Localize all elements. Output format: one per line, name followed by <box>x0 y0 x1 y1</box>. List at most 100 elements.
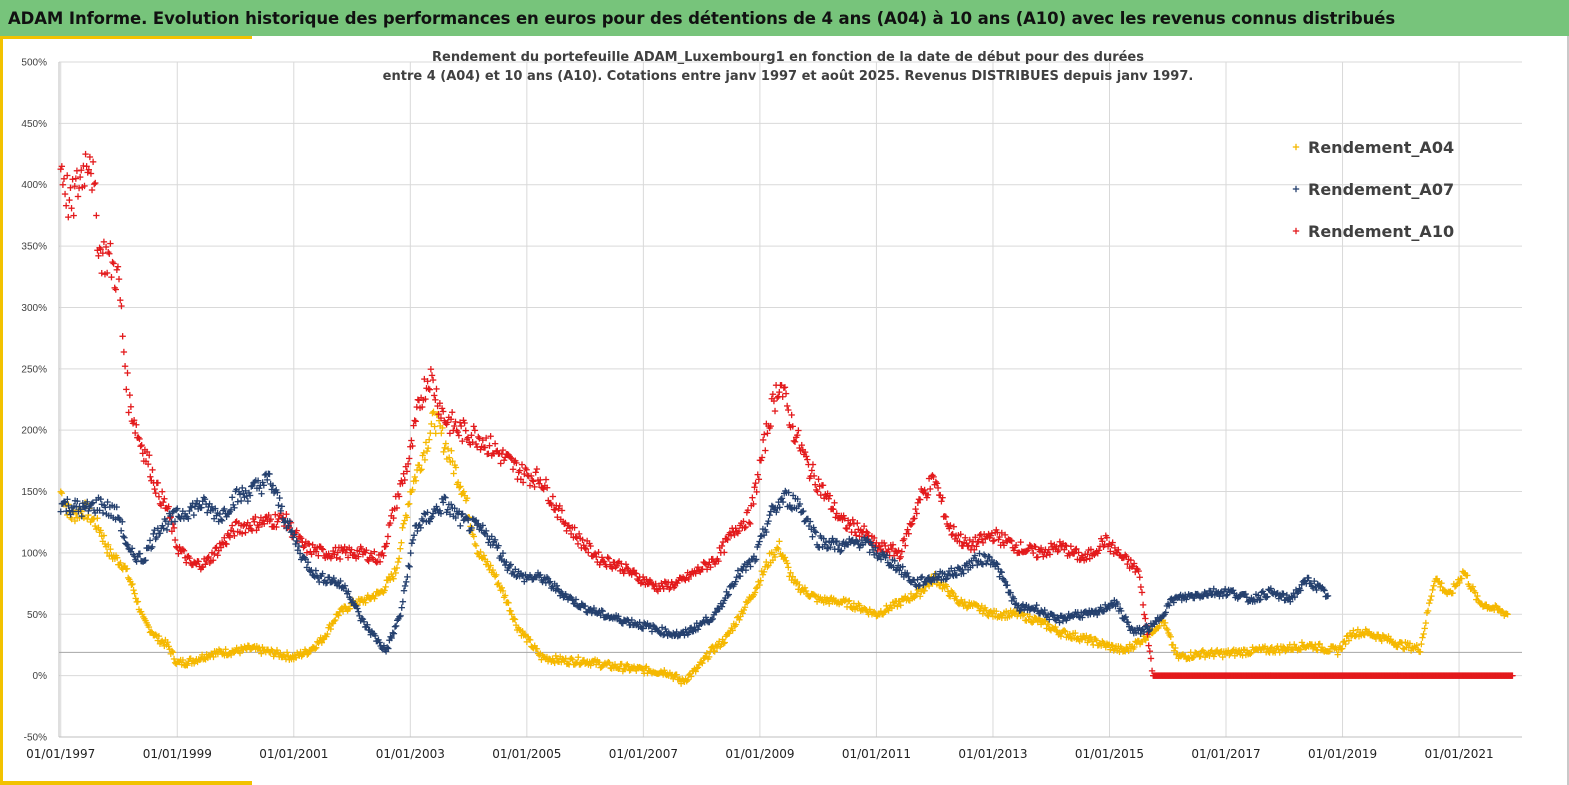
data-point <box>277 649 284 657</box>
data-point <box>404 501 412 508</box>
data-point <box>147 473 154 480</box>
data-point <box>428 372 436 379</box>
x-tick-label: 01/01/2019 <box>1308 747 1377 761</box>
data-point <box>499 587 507 595</box>
data-point <box>242 529 249 536</box>
data-point <box>72 175 80 182</box>
data-point <box>894 603 901 610</box>
data-point <box>870 608 878 616</box>
y-tick-label: 500% <box>21 58 47 69</box>
data-point <box>944 588 952 595</box>
data-point <box>564 660 572 667</box>
data-point <box>764 563 771 571</box>
data-point <box>826 600 833 607</box>
data-point <box>123 386 130 393</box>
data-point <box>135 434 142 441</box>
data-point <box>227 651 235 659</box>
data-point <box>106 250 113 257</box>
data-point <box>1164 626 1171 633</box>
data-point <box>1131 643 1138 651</box>
data-point <box>65 213 72 221</box>
data-point <box>684 676 692 684</box>
data-point <box>430 408 437 415</box>
data-point <box>228 522 236 529</box>
data-point <box>64 172 71 179</box>
data-point <box>605 658 612 666</box>
data-point <box>1173 651 1180 658</box>
data-point <box>480 552 488 559</box>
data-point <box>945 592 953 599</box>
data-point <box>127 403 135 410</box>
y-tick-label: 400% <box>21 180 47 191</box>
data-point <box>222 646 229 653</box>
data-point <box>811 592 819 599</box>
data-point <box>126 391 134 399</box>
data-point <box>58 489 66 497</box>
x-tick-label: 01/01/2011 <box>842 747 911 761</box>
x-tick-label: 01/01/2021 <box>1424 747 1493 761</box>
data-point <box>66 196 73 204</box>
data-point <box>1422 619 1430 627</box>
data-point <box>1083 632 1090 639</box>
data-point <box>1279 643 1287 650</box>
data-point <box>527 636 534 644</box>
data-point <box>393 564 401 572</box>
data-point <box>562 655 569 662</box>
data-point <box>1061 627 1068 634</box>
data-point <box>693 665 700 672</box>
data-point <box>1318 644 1326 651</box>
data-point <box>484 558 491 565</box>
data-point <box>165 643 172 650</box>
data-point <box>71 517 79 525</box>
data-point <box>400 520 407 527</box>
data-point <box>921 587 928 594</box>
data-point <box>781 554 789 561</box>
data-point <box>783 560 791 567</box>
data-point <box>421 456 429 464</box>
data-point <box>463 494 471 502</box>
data-point <box>179 656 187 664</box>
x-tick-label: 01/01/2005 <box>492 747 561 761</box>
data-point <box>332 616 339 624</box>
data-point <box>1420 630 1427 638</box>
data-point <box>145 623 153 631</box>
data-point <box>283 649 291 656</box>
data-point <box>417 467 424 474</box>
data-point <box>575 654 582 661</box>
y-tick-label: 150% <box>21 487 47 498</box>
data-point <box>1057 633 1065 640</box>
data-point <box>720 640 727 647</box>
data-point <box>68 515 75 523</box>
data-point <box>108 273 115 281</box>
x-tick-label: 01/01/2001 <box>259 747 328 761</box>
data-point <box>399 524 406 531</box>
data-point <box>423 447 431 455</box>
data-point <box>1365 628 1373 635</box>
data-point <box>552 652 559 660</box>
data-point <box>937 582 944 589</box>
data-point <box>454 479 462 486</box>
data-point <box>1361 631 1368 639</box>
data-point <box>89 158 97 166</box>
data-point <box>1429 586 1436 594</box>
data-point <box>408 437 415 444</box>
data-point <box>785 564 792 571</box>
data-point <box>168 647 176 655</box>
data-point <box>569 656 576 663</box>
data-point <box>626 667 633 674</box>
data-point <box>138 441 145 449</box>
data-point <box>444 445 452 453</box>
data-point <box>1267 644 1274 652</box>
data-point <box>395 555 403 562</box>
data-point <box>701 654 708 662</box>
data-point <box>336 555 344 563</box>
data-point <box>1428 592 1435 600</box>
data-point <box>473 550 481 557</box>
series-rendement-a10 <box>57 150 1516 679</box>
data-point <box>114 263 122 270</box>
data-point <box>1282 647 1289 655</box>
data-point <box>426 436 433 443</box>
data-point <box>1338 645 1346 652</box>
data-point <box>300 544 307 551</box>
frame-right-border <box>1567 36 1569 785</box>
